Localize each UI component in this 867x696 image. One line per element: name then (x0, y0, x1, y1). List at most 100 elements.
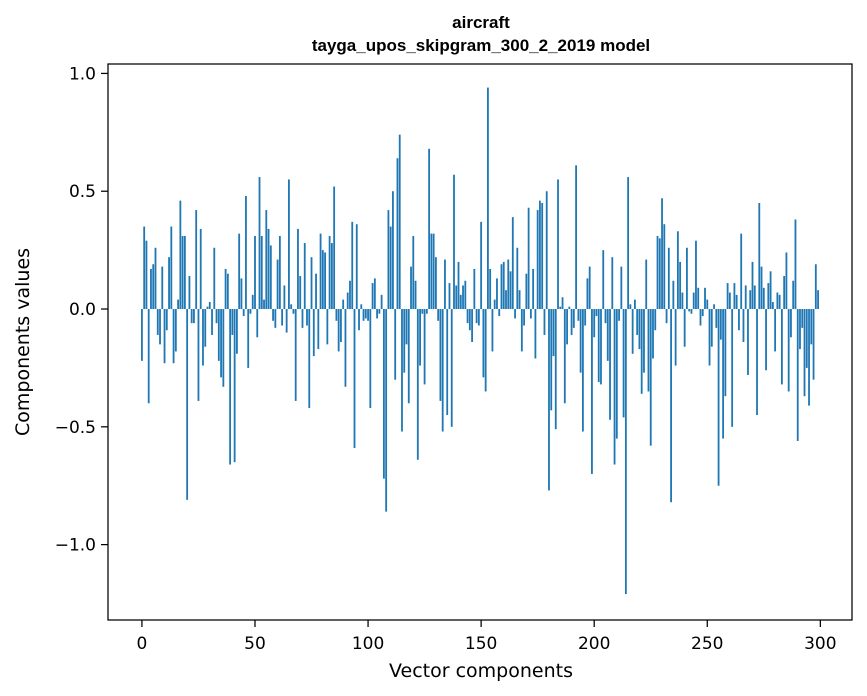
bar (704, 287, 706, 310)
bar (726, 283, 729, 310)
bar (602, 250, 605, 310)
bar (674, 309, 677, 366)
bar (482, 309, 485, 378)
bar (780, 309, 783, 385)
bar (274, 309, 277, 328)
bar (489, 268, 492, 310)
bar (774, 309, 777, 352)
bar (425, 309, 428, 314)
bar (330, 243, 333, 310)
bar (622, 309, 625, 418)
bar (487, 87, 489, 310)
bar (382, 309, 385, 479)
bar (695, 240, 697, 310)
bar (380, 294, 383, 310)
bar (177, 299, 180, 310)
bar (692, 292, 695, 310)
y-axis-label: Components values (12, 248, 34, 436)
bar (288, 179, 290, 310)
bar (464, 280, 467, 310)
bar (181, 235, 184, 310)
bar (627, 177, 630, 310)
bar (256, 309, 259, 338)
bar (154, 247, 157, 310)
bar (577, 309, 580, 321)
bar (561, 297, 564, 310)
bar (724, 309, 727, 397)
bar (618, 309, 620, 321)
bar (550, 309, 553, 411)
bar (595, 309, 598, 317)
bar (801, 309, 804, 328)
bar (401, 309, 403, 432)
bar (419, 309, 421, 366)
bar (518, 290, 521, 310)
bar (579, 309, 582, 373)
bar (643, 309, 645, 373)
bar (670, 309, 672, 503)
bar (321, 250, 324, 310)
bar (396, 158, 399, 310)
bar (405, 309, 408, 345)
bar (446, 309, 449, 416)
bar (600, 309, 602, 385)
bar (254, 235, 256, 310)
bar (159, 309, 161, 345)
bar (744, 285, 747, 310)
bar (335, 309, 338, 321)
bar (407, 309, 410, 404)
bar (215, 309, 218, 324)
bar (738, 309, 740, 331)
bar (683, 309, 686, 347)
bar (319, 233, 322, 310)
bar (548, 309, 550, 491)
bar (217, 309, 220, 361)
bar (369, 309, 372, 408)
bar (324, 252, 326, 310)
bar (245, 195, 247, 310)
bar (301, 309, 304, 328)
bar (613, 309, 616, 465)
bar (195, 210, 198, 310)
bar (588, 266, 591, 310)
bar (586, 278, 589, 310)
bar (190, 309, 193, 324)
bar (803, 309, 806, 397)
bar (771, 301, 774, 310)
bar (240, 278, 243, 310)
bar (315, 273, 317, 310)
bar (790, 309, 792, 338)
bar (658, 238, 661, 310)
bar (751, 261, 754, 310)
bar (679, 261, 682, 310)
bar (394, 309, 397, 380)
bar (728, 292, 731, 310)
bar (756, 309, 758, 416)
bar (152, 264, 155, 310)
x-axis-ticks: 0 50 100 150 200 250 300 (137, 620, 837, 654)
bar (699, 309, 702, 326)
bar (317, 309, 320, 350)
bar (536, 210, 539, 310)
bar (638, 309, 641, 350)
bar (165, 309, 168, 331)
bar (534, 309, 537, 359)
bar (199, 228, 202, 310)
bar (453, 174, 455, 310)
x-tick-label: 100 (352, 634, 384, 654)
bar (373, 278, 376, 310)
bar (292, 309, 295, 314)
bar (412, 235, 415, 310)
bar (186, 309, 189, 500)
bar (208, 301, 211, 310)
bar (808, 309, 810, 406)
bar (514, 309, 516, 319)
bar (624, 309, 627, 595)
bar (697, 287, 700, 310)
bar (450, 309, 453, 427)
bar (340, 309, 342, 342)
bar (285, 309, 288, 333)
x-tick-label: 50 (244, 634, 266, 654)
bar (249, 309, 252, 314)
